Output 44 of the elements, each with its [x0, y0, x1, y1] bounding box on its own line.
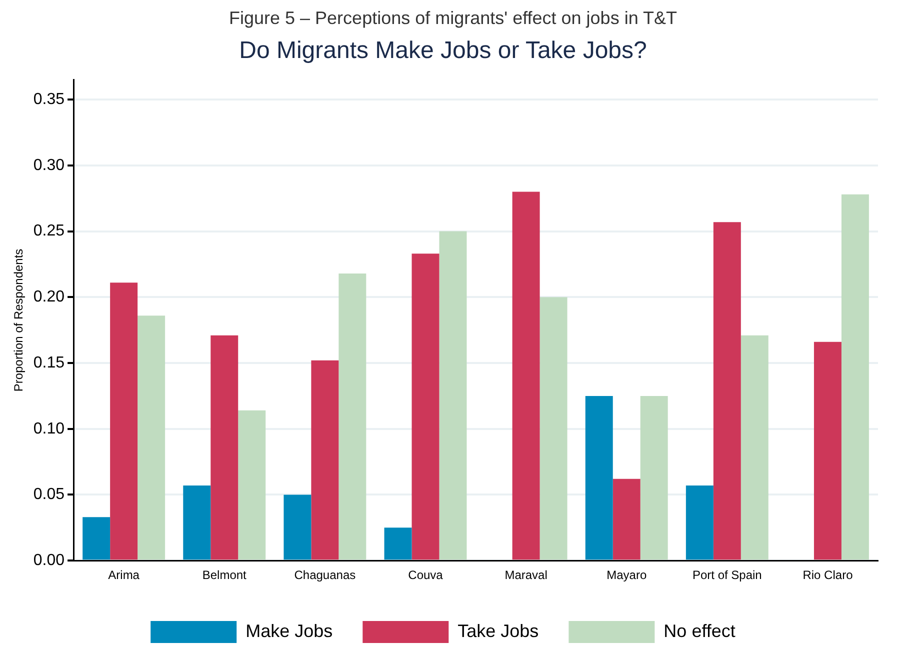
- x-tick-label: Chaguanas: [294, 568, 356, 582]
- bar: [338, 273, 366, 560]
- bar: [686, 486, 714, 560]
- legend-label: Take Jobs: [458, 620, 539, 641]
- x-tick-label: Couva: [408, 568, 444, 582]
- bar: [384, 528, 412, 560]
- bar: [713, 222, 741, 560]
- bar: [412, 254, 440, 560]
- y-axis-title: Proportion of Respondents: [12, 248, 26, 392]
- x-tick-label: Rio Claro: [802, 568, 854, 582]
- x-tick-label: Belmont: [202, 568, 248, 582]
- bar: [814, 342, 842, 560]
- bar: [640, 396, 668, 560]
- bar: [210, 335, 238, 560]
- y-tick-label: 0.35: [33, 90, 65, 108]
- caption: Figure 5 – Perceptions of migrants' effect on jobs in T&T: [228, 8, 678, 29]
- x-tick-label: Mayaro: [606, 568, 647, 582]
- bar: [585, 396, 613, 560]
- y-tick-label: 0.15: [33, 354, 65, 372]
- chart-title: Do Migrants Make Jobs or Take Jobs?: [239, 37, 647, 64]
- bar: [138, 316, 166, 560]
- legend-label: No effect: [664, 620, 736, 641]
- x-tick-label: Port of Spain: [692, 568, 762, 582]
- bar: [612, 478, 640, 560]
- bar: [110, 282, 138, 560]
- y-tick-label: 0.20: [33, 288, 65, 306]
- bar: [841, 194, 869, 560]
- y-tick-label: 0.25: [33, 222, 65, 240]
- bar: [540, 297, 568, 560]
- bar: [284, 494, 312, 560]
- y-tick-label: 0.00: [33, 552, 65, 570]
- legend-label: Make Jobs: [246, 620, 333, 641]
- bar: [82, 517, 110, 560]
- bar: [311, 360, 339, 560]
- y-tick-label: 0.05: [33, 486, 65, 504]
- y-tick-label: 0.30: [33, 156, 65, 174]
- x-tick-label: Arima: [108, 568, 140, 582]
- bar: [183, 486, 211, 560]
- bar: [439, 231, 467, 560]
- bar: [512, 192, 540, 560]
- x-tick-label: Maraval: [504, 568, 548, 582]
- bar: [740, 335, 768, 560]
- y-tick-label: 0.10: [33, 420, 65, 438]
- bar: [238, 410, 266, 560]
